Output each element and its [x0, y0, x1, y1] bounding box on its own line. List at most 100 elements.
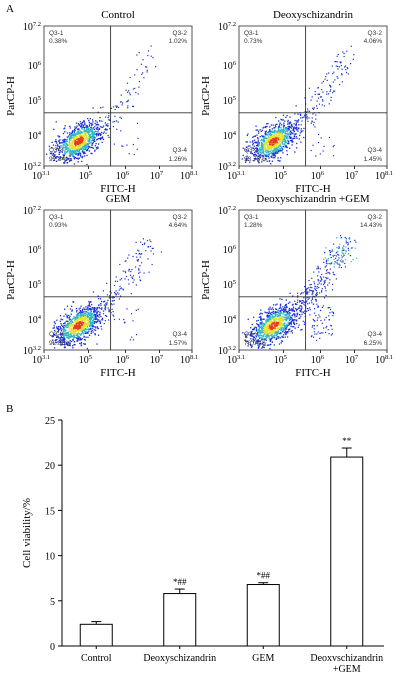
flow-event — [253, 316, 255, 318]
flow-event — [315, 114, 317, 116]
flow-event — [86, 318, 88, 320]
flow-event — [253, 154, 255, 156]
flow-event — [69, 336, 72, 338]
flow-event — [288, 324, 290, 326]
flow-event — [58, 341, 60, 343]
flow-event — [317, 93, 319, 95]
y-tick-label: 20 — [45, 461, 55, 472]
flow-event — [73, 332, 75, 334]
quadrant-percent: 0.73% — [244, 38, 263, 45]
flow-event — [326, 259, 328, 261]
flow-event — [313, 121, 315, 123]
flow-event — [72, 150, 74, 153]
flow-event — [303, 301, 305, 303]
flow-event — [263, 334, 265, 336]
flow-event — [262, 332, 264, 334]
flow-event — [263, 318, 265, 320]
flow-event — [72, 155, 74, 157]
flow-event — [270, 321, 272, 323]
flow-event — [87, 315, 90, 318]
flow-event — [278, 314, 280, 316]
flow-event — [273, 139, 275, 142]
flow-event — [287, 317, 289, 319]
flow-event — [127, 91, 129, 93]
flow-event — [88, 304, 91, 306]
flow-event — [79, 153, 82, 155]
flow-event — [256, 149, 259, 151]
flow-event — [331, 262, 333, 264]
flow-event — [73, 318, 75, 320]
flow-event — [69, 315, 71, 317]
x-tick-label: 107 — [345, 170, 359, 182]
flow-event — [261, 148, 263, 150]
flow-event — [277, 137, 279, 139]
flow-event — [278, 148, 280, 151]
flow-event — [71, 325, 73, 327]
flow-event — [291, 124, 293, 126]
flow-event — [105, 302, 107, 304]
flow-event — [259, 156, 261, 158]
flow-event — [256, 151, 258, 153]
flow-event — [83, 129, 85, 131]
flow-event — [74, 156, 77, 159]
flow-event — [64, 326, 66, 328]
flow-event — [290, 132, 293, 134]
flow-event — [112, 121, 114, 123]
flow-event — [104, 307, 107, 309]
flow-event — [277, 318, 280, 320]
flow-event — [55, 160, 58, 162]
flow-event — [86, 130, 88, 132]
flow-event — [69, 134, 71, 136]
flow-event — [71, 148, 73, 150]
flow-event — [325, 262, 327, 264]
flow-event — [102, 313, 105, 315]
flow-event — [267, 150, 269, 153]
x-tick-label: 108.1 — [180, 170, 198, 182]
flow-event — [89, 130, 91, 132]
flow-event — [273, 133, 275, 135]
flow-event — [92, 308, 94, 310]
flow-event — [292, 128, 295, 130]
flow-event — [289, 136, 291, 138]
flow-event — [92, 138, 94, 140]
flow-event — [266, 160, 268, 162]
flow-event — [61, 142, 64, 144]
flow-event — [308, 297, 310, 299]
flow-event — [271, 150, 273, 152]
flow-event — [80, 343, 82, 345]
flow-event — [99, 322, 101, 324]
flow-event — [280, 147, 282, 150]
flow-event — [264, 324, 266, 326]
flow-event — [54, 151, 56, 153]
flow-event — [322, 150, 324, 152]
flow-event — [251, 141, 254, 143]
flow-event — [75, 139, 78, 141]
flow-event — [273, 146, 275, 148]
flow-event — [88, 303, 90, 305]
flow-event — [78, 150, 81, 152]
flow-event — [280, 326, 282, 328]
flow-event — [96, 126, 99, 128]
flow-event — [77, 332, 79, 335]
flow-event — [285, 327, 288, 329]
flow-event — [344, 252, 346, 254]
flow-event — [282, 306, 284, 308]
flow-event — [64, 161, 66, 163]
flow-event — [317, 267, 319, 269]
flow-event — [90, 126, 92, 128]
flow-event — [301, 120, 303, 122]
flow-event — [275, 125, 277, 128]
flow-event — [53, 155, 55, 157]
flow-event — [53, 128, 55, 130]
flow-event — [349, 255, 351, 257]
flow-event — [262, 143, 264, 145]
flow-event — [297, 326, 299, 328]
flow-event — [326, 278, 328, 280]
flow-event — [279, 322, 281, 324]
flow-event — [269, 143, 271, 145]
flow-event — [59, 157, 61, 159]
flow-event — [332, 92, 334, 94]
flow-event — [313, 271, 315, 273]
flow-event — [87, 316, 89, 318]
flow-event — [342, 255, 344, 257]
